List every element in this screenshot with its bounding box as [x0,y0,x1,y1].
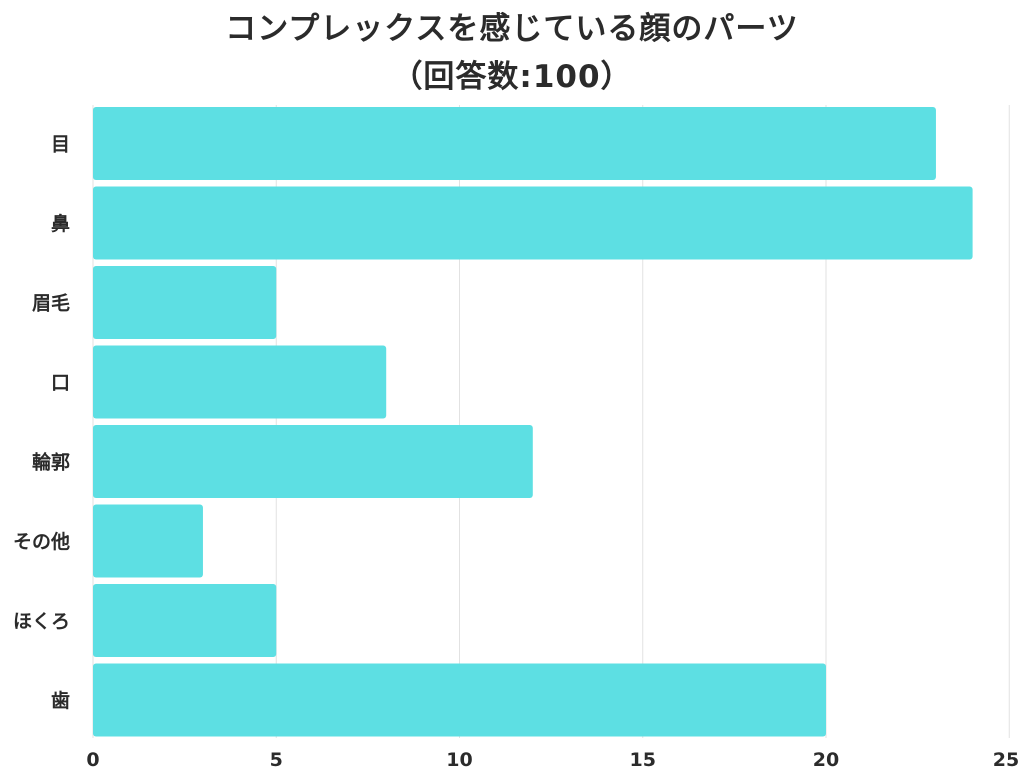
x-tick-label: 5 [270,749,283,768]
bar-1 [93,186,973,260]
bar-3 [93,345,387,419]
bar-4 [93,425,533,498]
bar-0 [93,107,936,180]
x-tick-labels: 0 5 10 15 20 25 [86,749,1019,768]
category-label: 目 [51,134,70,156]
x-tick-label: 20 [813,749,839,768]
category-label: 眉毛 [32,293,70,315]
category-label: 輪郭 [32,451,70,474]
x-tick-label: 0 [86,749,99,768]
x-tick-label: 10 [446,749,472,768]
chart-subtitle: （回答数:100） [391,59,633,95]
category-label: その他 [13,530,70,553]
x-tick-label: 25 [993,749,1019,768]
category-label: 口 [51,372,70,394]
x-tick-label: 15 [630,749,656,768]
category-label: 鼻 [51,212,70,235]
bar-6 [93,584,277,657]
chart-title: コンプレックスを感じている顔のパーツ [225,11,799,47]
bar-7 [93,663,826,737]
category-label: ほくろ [13,611,70,633]
bar-2 [93,266,277,339]
category-label: 歯 [51,689,70,712]
bars [93,107,973,737]
bar-5 [93,504,203,578]
